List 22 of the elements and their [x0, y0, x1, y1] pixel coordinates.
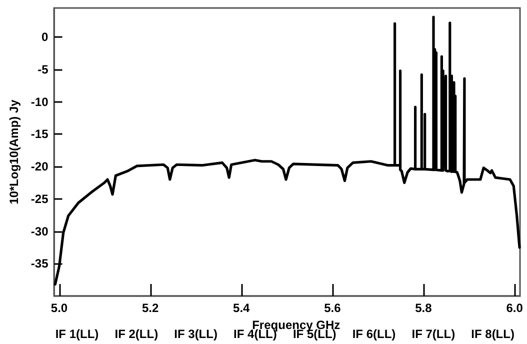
text: IF 7(LL) — [412, 327, 456, 341]
y-tick-label: -15 — [30, 127, 49, 142]
text: IF 1(LL) — [55, 327, 99, 341]
y-tick-label: -35 — [30, 256, 49, 271]
y-tick-label: -30 — [30, 224, 49, 238]
x-tick-label: 5.0 — [50, 301, 68, 315]
y-tick-label: -20 — [30, 160, 49, 174]
x-tick-label: 5.4 — [233, 301, 250, 315]
text: IF 2(LL) — [114, 327, 158, 341]
text: IF 8(LL) — [471, 327, 514, 341]
y-tick-label: 0 — [42, 30, 49, 44]
x-tick-label: 5.2 — [142, 301, 159, 315]
text: IF 3(LL) — [174, 327, 218, 341]
line-series — [54, 16, 521, 286]
y-tick-label: -5 — [38, 62, 49, 76]
x-tick-label: 5.6 — [324, 301, 342, 315]
y-tick-label: -10 — [30, 94, 49, 109]
x-tick-label: 6.0 — [506, 301, 524, 315]
y-tick-label: -25 — [30, 192, 49, 206]
y-axis-title: 10*Log10(Amp) Jy — [7, 99, 21, 204]
text: IF 6(LL) — [352, 327, 396, 341]
x-tick-label: 5.8 — [415, 301, 432, 315]
